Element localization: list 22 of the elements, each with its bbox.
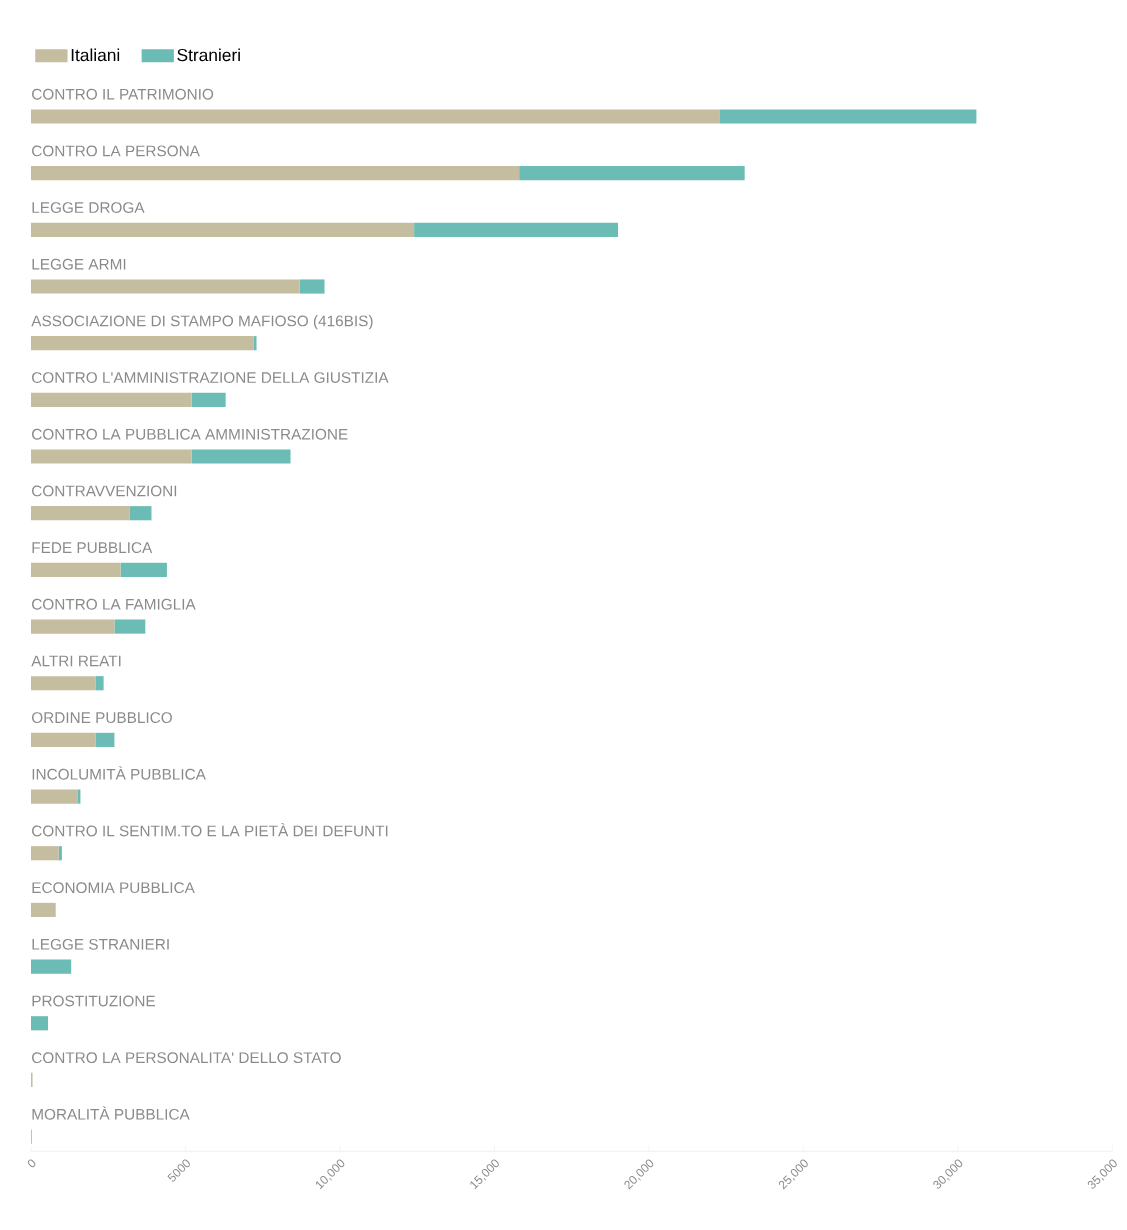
y-tick-label: ALTRI REATI	[31, 655, 121, 667]
legend-label: Stranieri	[177, 48, 240, 62]
y-tick-label: MORALITÀ PUBBLICA	[32, 1106, 190, 1120]
y-tick-label: PROSTITUZIONE	[32, 995, 156, 1007]
x-tick-label: 0	[27, 1159, 36, 1168]
y-tick-label: CONTRO LA PERSONALITA' DELLO STATO	[32, 1052, 341, 1064]
y-tick-label: LEGGE DROGA	[32, 202, 145, 213]
y-tick-label: INCOLUMITÀ PUBBLICA	[32, 766, 206, 780]
y-tick-label: CONTRO IL SENTIM.TO E LA PIETÀ DEI DEFUNTI	[32, 822, 388, 837]
y-tick-label: LEGGE ARMI	[32, 258, 126, 270]
y-tick-label: CONTRO LA FAMIGLIA	[32, 598, 196, 610]
y-tick-label: LEGGE STRANIERI	[32, 938, 169, 950]
y-tick-label: CONTRO IL PATRIMONIO	[32, 88, 214, 100]
y-tick-label: ASSOCIAZIONE DI STAMPO MAFIOSO (416BIS)	[31, 315, 373, 330]
y-tick-label: CONTRO LA PUBBLICA AMMINISTRAZIONE	[32, 428, 348, 440]
legend-label: Italiani	[71, 48, 120, 62]
y-tick-label: ORDINE PUBBLICO	[32, 712, 173, 724]
y-tick-label: ECONOMIA PUBBLICA	[32, 882, 195, 894]
y-tick-label: CONTRO L'AMMINISTRAZIONE DELLA GIUSTIZIA	[32, 372, 389, 384]
y-tick-label: CONTRAVVENZIONI	[32, 485, 177, 497]
y-tick-label: FEDE PUBBLICA	[32, 542, 153, 554]
y-tick-label: CONTRO LA PERSONA	[32, 145, 200, 157]
